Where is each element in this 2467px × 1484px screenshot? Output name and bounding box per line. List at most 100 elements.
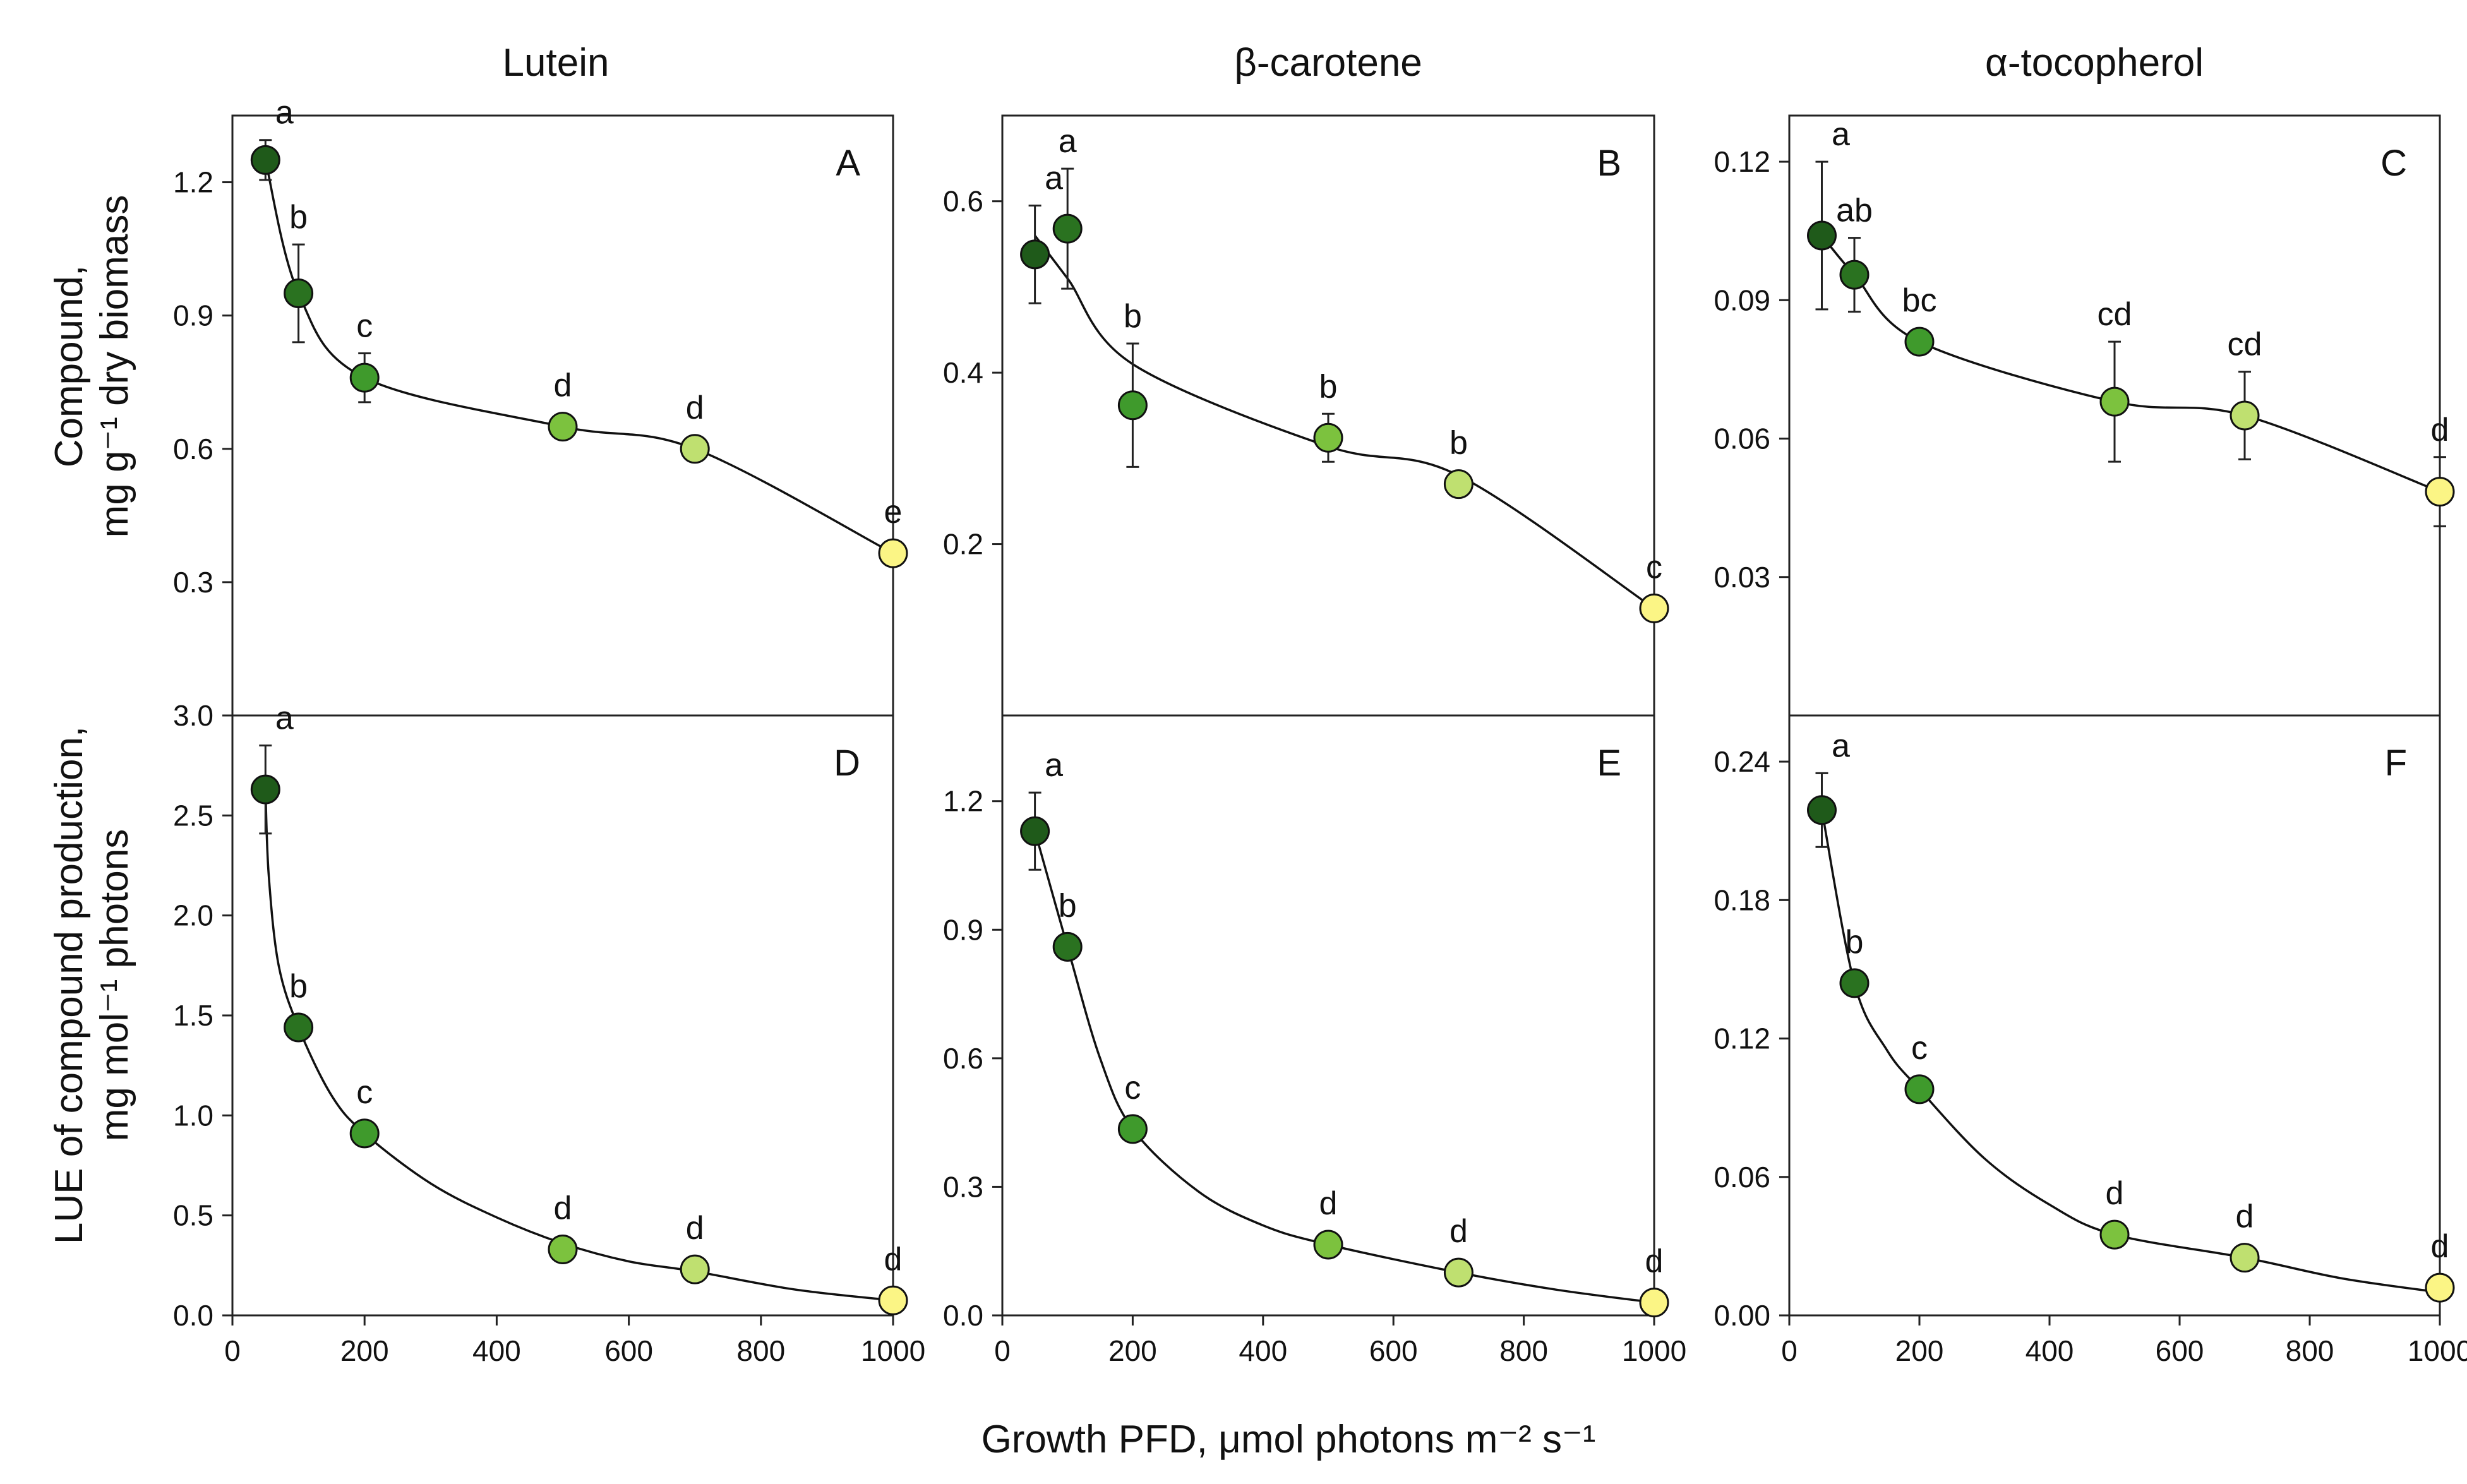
panel-b: B 0.2 0.4 0.6 aa b b b c (943, 114, 1669, 717)
significance-letter-b: b (1124, 298, 1142, 335)
data-point-c (1904, 326, 1935, 357)
data-point-f (2425, 1272, 2455, 1303)
panel-letter-e: E (1597, 743, 1621, 784)
y-tick-label-a: 0.6 (173, 433, 213, 465)
x-axis-title: Growth PFD, μmol photons m⁻² s⁻¹ (981, 1418, 1596, 1461)
data-point-d (284, 1012, 314, 1043)
y-tick-label-a: 1.2 (173, 166, 213, 199)
data-point-d (349, 1118, 380, 1149)
y-tick-label-e: 1.2 (943, 785, 983, 818)
data-point-e (1639, 1288, 1669, 1318)
significance-letter-c: ab (1836, 193, 1873, 229)
x-tick-label-d: 600 (604, 1334, 653, 1367)
y-tick-label-d: 1.5 (173, 999, 213, 1032)
data-point-c (1839, 260, 1870, 290)
significance-letter-c: cd (2228, 326, 2262, 363)
significance-letter-e: d (1319, 1185, 1338, 1222)
x-tick-label-d: 400 (472, 1334, 521, 1367)
x-tick-label-e: 600 (1369, 1334, 1418, 1367)
y-tick-label-f: 0.12 (1714, 1022, 1770, 1055)
fit-curve-a (264, 159, 894, 554)
y-tick-label-d: 1.0 (173, 1099, 213, 1132)
data-point-b (1639, 593, 1669, 623)
y-tick-label-e: 0.6 (943, 1042, 983, 1075)
y-tick-label-f: 0.18 (1714, 883, 1770, 916)
y-tick-label-e: 0.9 (943, 913, 983, 946)
significance-letter-d: a (275, 700, 294, 737)
fit-curve-b (1034, 234, 1655, 609)
x-tick-label-f: 1000 (2408, 1334, 2467, 1367)
significance-letter-e: d (1450, 1213, 1468, 1250)
data-point-d (250, 774, 280, 805)
y-tick-label-e: 0.3 (943, 1170, 983, 1203)
y-tick-label-b: 0.6 (943, 185, 983, 218)
column-title-beta-carotene: β-carotene (1234, 41, 1422, 85)
y-tick-label-c: 0.06 (1714, 422, 1770, 455)
significance-letter-c: cd (2098, 296, 2132, 333)
data-point-c (2425, 477, 2455, 507)
y-tick-label-d: 2.5 (173, 799, 213, 832)
significance-letter-b: c (1646, 549, 1662, 585)
data-point-e (1020, 816, 1050, 846)
significance-letter-a: e (884, 494, 903, 530)
data-point-e (1443, 1257, 1474, 1288)
significance-letter-a: b (289, 199, 308, 236)
data-point-d (548, 1235, 578, 1264)
data-point-e (1117, 1114, 1148, 1144)
fit-curve-c (1821, 234, 2440, 493)
significance-letter-d: c (356, 1074, 373, 1111)
significance-letter-f: b (1846, 924, 1864, 960)
data-point-b (1313, 422, 1343, 453)
data-point-c (1807, 220, 1837, 251)
significance-letter-b: b (1319, 368, 1338, 405)
panel-d: D 0.0 0.5 1.0 1.5 2.0 2.5 0 200 400 600 800 1000 a b c d… (173, 700, 925, 1368)
data-point-a (878, 538, 908, 568)
y-axis-title-bottom-line2: mg mol⁻¹ photons (93, 829, 136, 1142)
y-tick-label-f: 0.06 (1714, 1161, 1770, 1194)
y-axis-title-top-line1: Compound, (47, 265, 91, 468)
panel-letter-f: F (2385, 743, 2407, 784)
panel-f-frame (1788, 714, 2441, 1317)
column-titles: Lutein β-carotene α-tocopherol (503, 41, 2204, 85)
x-tick-label-e: 800 (1499, 1334, 1548, 1367)
y-tick-label-c: 0.12 (1714, 145, 1770, 178)
data-point-e (1052, 931, 1083, 962)
panel-a: A 0.3 0.6 0.9 1.2 3.0 a b c d d e (173, 95, 908, 732)
significance-letter-e: a (1045, 747, 1063, 784)
panel-letter-d: D (834, 743, 860, 784)
significance-letter-d: b (289, 968, 308, 1005)
y-tick-label-a: 3.0 (173, 699, 213, 732)
significance-letter-b: b (1450, 425, 1468, 462)
y-tick-label-b: 0.2 (943, 528, 983, 561)
x-tick-label-f: 600 (2156, 1334, 2204, 1367)
data-point-d (680, 1254, 710, 1284)
y-tick-label-a: 0.9 (173, 299, 213, 332)
y-tick-label-f: 0.00 (1714, 1299, 1770, 1332)
data-point-a (548, 412, 578, 442)
y-tick-label-e: 0.0 (943, 1299, 983, 1332)
significance-letter-e: d (1645, 1243, 1664, 1280)
y-tick-label-b: 0.4 (943, 356, 983, 389)
x-tick-label-d: 800 (736, 1334, 785, 1367)
fit-curve-e (1033, 830, 1655, 1304)
significance-letter-e: c (1124, 1070, 1141, 1106)
significance-letter-c: d (2431, 412, 2449, 448)
x-tick-label-e: 400 (1239, 1334, 1287, 1367)
data-point-e (1313, 1230, 1343, 1260)
y-tick-label-a: 0.3 (173, 566, 213, 599)
panel-e-frame (1001, 714, 1655, 1317)
x-tick-label-f: 200 (1895, 1334, 1944, 1367)
y-tick-label-c: 0.09 (1714, 284, 1770, 316)
data-point-b (1020, 239, 1050, 270)
y-tick-label-d: 2.0 (173, 899, 213, 932)
data-point-f (1807, 795, 1837, 825)
x-tick-label-f: 800 (2286, 1334, 2334, 1367)
panel-c: C 0.03 0.06 0.09 0.12 a ab bc cd cd d (1714, 114, 2455, 717)
data-point-d (878, 1285, 908, 1315)
column-title-alpha-tocopherol: α-tocopherol (1985, 41, 2204, 85)
data-point-a (250, 145, 280, 175)
panel-f: F 0.00 0.06 0.12 0.18 0.24 0 200 400 600 800 1000 a b… (1714, 714, 2467, 1367)
fit-curve-d (264, 789, 894, 1302)
x-tick-label-d: 0 (224, 1334, 241, 1367)
